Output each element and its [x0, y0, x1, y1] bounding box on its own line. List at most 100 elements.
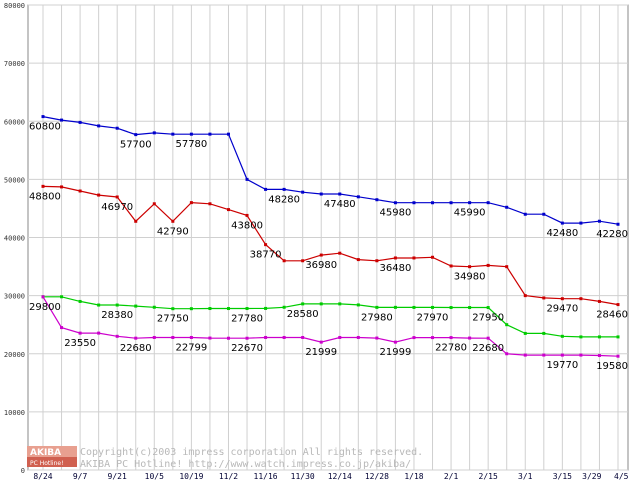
- data-point: [468, 306, 472, 310]
- y-tick-label: 20000: [4, 351, 25, 359]
- data-label: 28460: [596, 310, 628, 321]
- x-tick-label: 10/19: [179, 472, 203, 480]
- series-line-3: [42, 296, 619, 357]
- data-point: [393, 256, 397, 260]
- data-point: [189, 335, 193, 339]
- data-point: [41, 295, 45, 299]
- data-point: [597, 335, 601, 339]
- data-point: [171, 219, 175, 223]
- data-label: 22680: [120, 343, 152, 354]
- data-point: [152, 335, 156, 339]
- data-point: [282, 335, 286, 339]
- data-point: [542, 331, 546, 335]
- data-label: 27970: [417, 312, 449, 323]
- series-line-1: [42, 185, 619, 306]
- data-point: [505, 205, 509, 209]
- data-point: [431, 305, 435, 309]
- data-label: 28380: [101, 310, 133, 321]
- y-tick-label: 0: [21, 467, 25, 475]
- data-point: [245, 213, 249, 217]
- data-point: [412, 256, 416, 260]
- data-label: 21999: [380, 347, 412, 358]
- data-point: [226, 336, 230, 340]
- data-point: [616, 303, 620, 307]
- x-tick-label: 2/1: [444, 472, 459, 480]
- data-point: [579, 297, 583, 301]
- data-point: [356, 258, 360, 262]
- series-line-2: [43, 296, 618, 338]
- data-point: [97, 193, 101, 197]
- data-point: [245, 336, 249, 340]
- x-tick-label: 9/21: [108, 472, 127, 480]
- copyright-line: Copyright(c)2003 impress corporation All…: [80, 447, 423, 458]
- data-point: [319, 192, 323, 196]
- data-point: [486, 336, 490, 340]
- data-point: [338, 251, 342, 255]
- x-tick-label: 11/16: [254, 472, 278, 480]
- data-point: [393, 305, 397, 309]
- data-point: [189, 307, 193, 311]
- data-point: [115, 195, 119, 199]
- data-point: [152, 305, 156, 309]
- data-point: [486, 263, 490, 267]
- data-label: 27780: [231, 314, 263, 325]
- data-point: [597, 219, 601, 223]
- data-label: 22799: [175, 342, 207, 353]
- data-point: [245, 177, 249, 181]
- logo-main-text: AKIBA: [30, 448, 61, 458]
- data-label: 29800: [29, 302, 61, 313]
- x-tick-label: 2/15: [479, 472, 498, 480]
- data-point: [431, 336, 435, 340]
- data-point: [264, 306, 268, 310]
- data-point: [60, 326, 64, 330]
- data-label: 28580: [287, 309, 319, 320]
- data-point: [60, 295, 64, 299]
- data-point: [301, 302, 305, 306]
- data-point: [60, 118, 64, 122]
- data-point: [171, 335, 175, 339]
- data-point: [134, 219, 138, 223]
- data-label: 46970: [101, 202, 133, 213]
- data-label: 22670: [231, 343, 263, 354]
- data-label: 27980: [361, 312, 393, 323]
- data-point: [431, 201, 435, 205]
- data-point: [560, 297, 564, 301]
- data-label: 27750: [157, 314, 189, 325]
- data-label: 27950: [472, 313, 504, 324]
- data-point: [78, 120, 82, 124]
- data-point: [282, 305, 286, 309]
- data-point: [264, 187, 268, 191]
- data-point: [115, 126, 119, 130]
- data-label: 19580: [596, 361, 628, 372]
- data-label: 45980: [380, 208, 412, 219]
- data-point: [152, 202, 156, 206]
- data-point: [60, 185, 64, 189]
- x-tick-label: 11/30: [291, 472, 315, 480]
- data-point: [486, 201, 490, 205]
- data-label: 57780: [175, 139, 207, 150]
- data-point: [523, 212, 527, 216]
- data-label: 42280: [596, 229, 628, 240]
- data-point: [282, 259, 286, 263]
- data-point: [523, 353, 527, 357]
- data-point: [301, 335, 305, 339]
- data-point: [134, 304, 138, 308]
- data-point: [208, 336, 212, 340]
- data-point: [579, 353, 583, 357]
- data-point: [134, 133, 138, 137]
- x-tick-label: 4/5: [614, 472, 629, 480]
- data-point: [356, 303, 360, 307]
- data-point: [560, 334, 564, 338]
- chart-grid: [27, 4, 629, 471]
- data-label: 48800: [29, 191, 61, 202]
- data-point: [41, 184, 45, 188]
- y-tick-label: 60000: [4, 118, 25, 126]
- data-point: [41, 115, 45, 119]
- data-point: [560, 221, 564, 225]
- data-point: [560, 353, 564, 357]
- data-point: [375, 305, 379, 309]
- data-point: [449, 336, 453, 340]
- data-point: [264, 243, 268, 247]
- x-tick-label: 10/5: [145, 472, 164, 480]
